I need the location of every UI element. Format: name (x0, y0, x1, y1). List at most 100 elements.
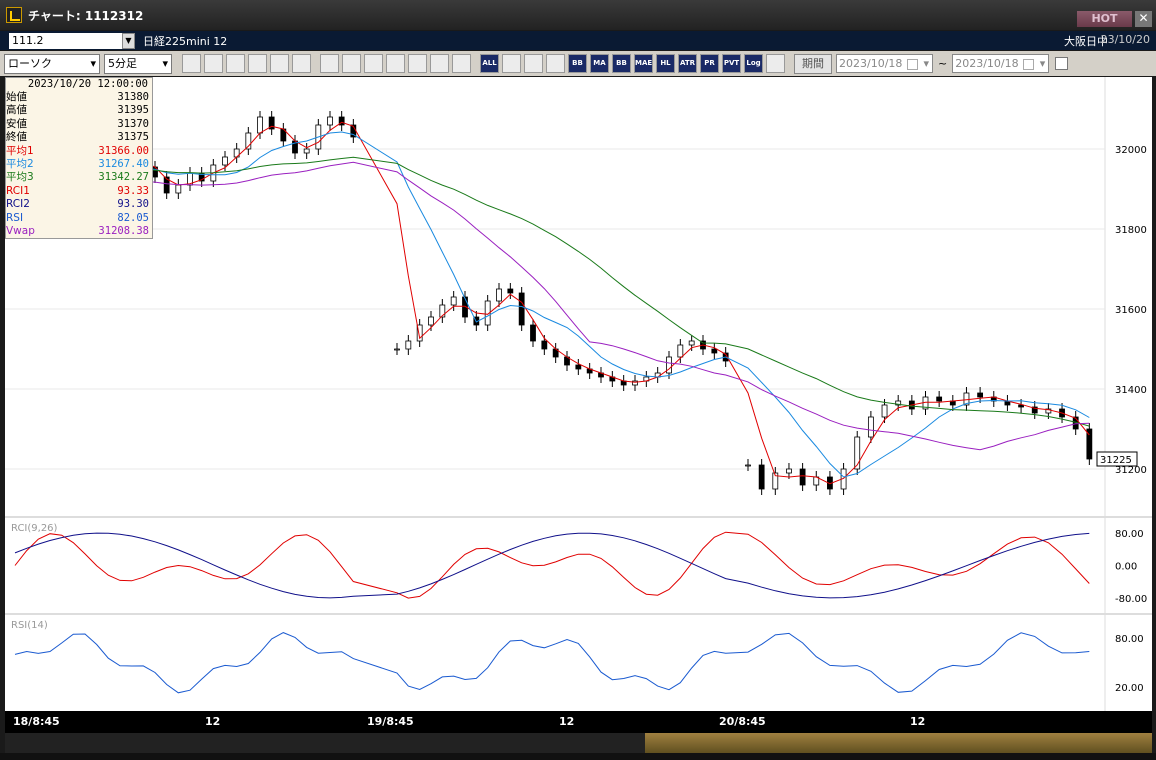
date-from-input[interactable]: 2023/10/18 (836, 54, 933, 73)
toolbar-button-25[interactable]: Log (744, 54, 763, 73)
status-strip (0, 753, 1156, 760)
toolbar-button-3[interactable] (248, 54, 267, 73)
toolbar-button-0[interactable] (182, 54, 201, 73)
info-value: 31370 (117, 117, 149, 130)
toolbar-buttons: ALL BB MA BB MAE HL ATR PR PVT Log (182, 54, 788, 73)
toolbar-button-14[interactable] (502, 54, 521, 73)
data-window: 2023/10/20 12:00:00 始値 31380 高値 31395 安値 3137… (5, 77, 153, 239)
toolbar-button-13[interactable]: ALL (480, 54, 499, 73)
toolbar-button-20[interactable]: MAE (634, 54, 653, 73)
info-row: 終値 31375 (6, 131, 152, 144)
candle-body (1045, 408, 1052, 414)
toolbar-button-9[interactable] (386, 54, 405, 73)
chart-area[interactable]: 32000 31800 31600 31400 31200 31225 80.00 0.00 -… (5, 77, 1152, 711)
price-tick-label: 31200 (1115, 465, 1147, 476)
candle-body (222, 156, 228, 166)
candle-body (977, 392, 984, 398)
candle-body (518, 292, 525, 326)
info-key: 安値 (6, 117, 27, 130)
info-value: 31267.40 (98, 157, 149, 170)
info-key: 終値 (6, 131, 27, 144)
info-key: 高値 (6, 104, 27, 117)
toolbar-button-6[interactable] (320, 54, 339, 73)
candle-body (507, 288, 514, 294)
instrument-bar: 111.2 ▼ 日経225mini 12 大阪日中 23/10/20 (0, 31, 1156, 50)
toolbar-button-23[interactable]: PR (700, 54, 719, 73)
rci-tick-label: 80.00 (1115, 529, 1144, 540)
candle-body (772, 472, 779, 490)
ma1-line (14, 121, 1090, 485)
scrollbar-thumb[interactable] (645, 733, 1152, 753)
interval-select[interactable]: 5分足 (104, 53, 172, 74)
toolbar-button-12[interactable] (452, 54, 471, 73)
info-row: 平均2 31267.40 (6, 158, 152, 171)
rsi-tick-label: 80.00 (1115, 634, 1144, 645)
candle-body (799, 468, 806, 486)
candle-body (405, 340, 412, 350)
exchange-label: 大阪日中 (1064, 35, 1108, 48)
toolbar-button-24[interactable]: PVT (722, 54, 741, 73)
candle-body (1086, 428, 1093, 460)
toolbar-button-8[interactable] (364, 54, 383, 73)
toolbar-button-2[interactable] (226, 54, 245, 73)
toolbar-button-19[interactable]: BB (612, 54, 631, 73)
price-tick-label: 31800 (1115, 225, 1147, 236)
toolbar-button-16[interactable] (546, 54, 565, 73)
instrument-code-input[interactable]: 111.2 (9, 32, 122, 49)
toolbar-button-15[interactable] (524, 54, 543, 73)
toolbar-button-1[interactable] (204, 54, 223, 73)
toolbar-button-21[interactable]: HL (656, 54, 675, 73)
instrument-dropdown-arrow-icon[interactable]: ▼ (122, 32, 135, 49)
toolbar-button-17[interactable]: BB (568, 54, 587, 73)
candle-body (175, 184, 182, 194)
info-row: RSI 82.05 (6, 212, 152, 225)
instrument-date: 23/10/20 (1100, 33, 1150, 46)
candle-body (575, 364, 582, 370)
candle-body (758, 464, 765, 490)
info-key: 平均3 (6, 171, 34, 184)
info-row: 高値 31395 (6, 104, 152, 117)
toolbar-button-4[interactable] (270, 54, 289, 73)
period-button[interactable]: 期間 (794, 53, 832, 74)
toolbar-button-11[interactable] (430, 54, 449, 73)
hot-button[interactable]: HOT (1077, 11, 1132, 27)
candle-body (854, 436, 861, 470)
candle-body (450, 296, 457, 306)
last-price-box (1096, 451, 1138, 467)
candle-body (327, 116, 333, 126)
info-value: 93.33 (117, 184, 149, 197)
info-row: 平均1 31366.00 (6, 145, 152, 158)
ma2-line (14, 131, 1090, 478)
rci2-line (14, 532, 1090, 599)
chart-type-select[interactable]: ローソク (4, 53, 100, 74)
info-key: RSI (6, 211, 24, 224)
candle-body (711, 348, 718, 354)
info-key: Vwap (6, 224, 35, 237)
toolbar-button-18[interactable]: MA (590, 54, 609, 73)
date-to-input[interactable]: 2023/10/18 (952, 54, 1050, 73)
info-value: 93.30 (117, 198, 149, 211)
candle-body (677, 344, 684, 358)
chart-scrollbar[interactable] (5, 733, 1152, 753)
toolbar-button-26[interactable] (766, 54, 785, 73)
toolbar-button-10[interactable] (408, 54, 427, 73)
candle-body (303, 148, 310, 154)
time-axis: 18/8:45 12 19/8:45 12 20/8:45 12 (5, 711, 1152, 733)
time-label: 12 (559, 715, 575, 728)
toolbar-button-7[interactable] (342, 54, 361, 73)
candle-body (245, 132, 252, 150)
time-label: 20/8:45 (719, 715, 766, 728)
info-row: Vwap 31208.38 (6, 225, 152, 238)
toolbar-button-5[interactable] (292, 54, 311, 73)
close-button[interactable]: ✕ (1135, 11, 1152, 27)
toolbar-button-22[interactable]: ATR (678, 54, 697, 73)
chart-app-icon (6, 7, 22, 23)
date-checkbox[interactable] (1055, 57, 1069, 70)
candle-body (786, 468, 792, 474)
window-title: チャート: 1112312 (28, 8, 144, 23)
info-key: 平均1 (6, 144, 34, 157)
candle-body (496, 288, 502, 302)
date-range-tilde: ~ (938, 57, 948, 70)
